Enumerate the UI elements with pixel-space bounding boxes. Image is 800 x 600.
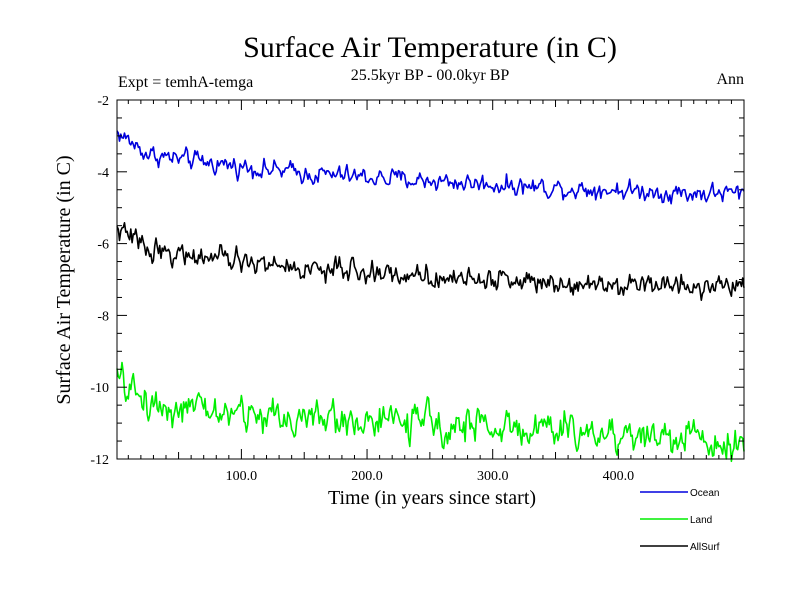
series-line-ocean bbox=[116, 130, 745, 205]
chart-subtitle: 25.5kyr BP - 00.0kyr BP bbox=[351, 67, 510, 84]
y-axis-label: Surface Air Temperature (in C) bbox=[53, 155, 75, 404]
y-tick-label: -4 bbox=[97, 166, 109, 181]
experiment-label: Expt = temhA-temga bbox=[118, 74, 253, 91]
ticks-layer: -12 -10 -8 -6 -4 -2 100.0 200.0 300.0 400.0 bbox=[90, 94, 744, 484]
y-tick-label: -10 bbox=[90, 381, 109, 396]
chart-title: Surface Air Temperature (in C) bbox=[243, 31, 617, 64]
legend-label-allsurf: AllSurf bbox=[690, 542, 720, 553]
legend-label-land: Land bbox=[690, 515, 712, 526]
series-line-land bbox=[116, 361, 745, 463]
legend-label-ocean: Ocean bbox=[690, 488, 719, 499]
legend: Ocean Land AllSurf bbox=[640, 488, 720, 553]
y-tick-label: -2 bbox=[97, 94, 109, 109]
y-tick-label: -8 bbox=[97, 309, 109, 324]
x-tick-label: 100.0 bbox=[226, 469, 258, 484]
x-tick-label: 400.0 bbox=[603, 469, 635, 484]
season-label: Ann bbox=[716, 71, 744, 88]
x-axis-label: Time (in years since start) bbox=[328, 487, 536, 509]
plot-frame bbox=[116, 99, 745, 460]
y-tick-label: -12 bbox=[90, 453, 109, 468]
x-tick-label: 300.0 bbox=[477, 469, 509, 484]
y-tick-label: -6 bbox=[97, 238, 109, 253]
series-line-allsurf bbox=[116, 222, 745, 302]
series-layer bbox=[116, 130, 745, 463]
x-tick-label: 200.0 bbox=[351, 469, 383, 484]
